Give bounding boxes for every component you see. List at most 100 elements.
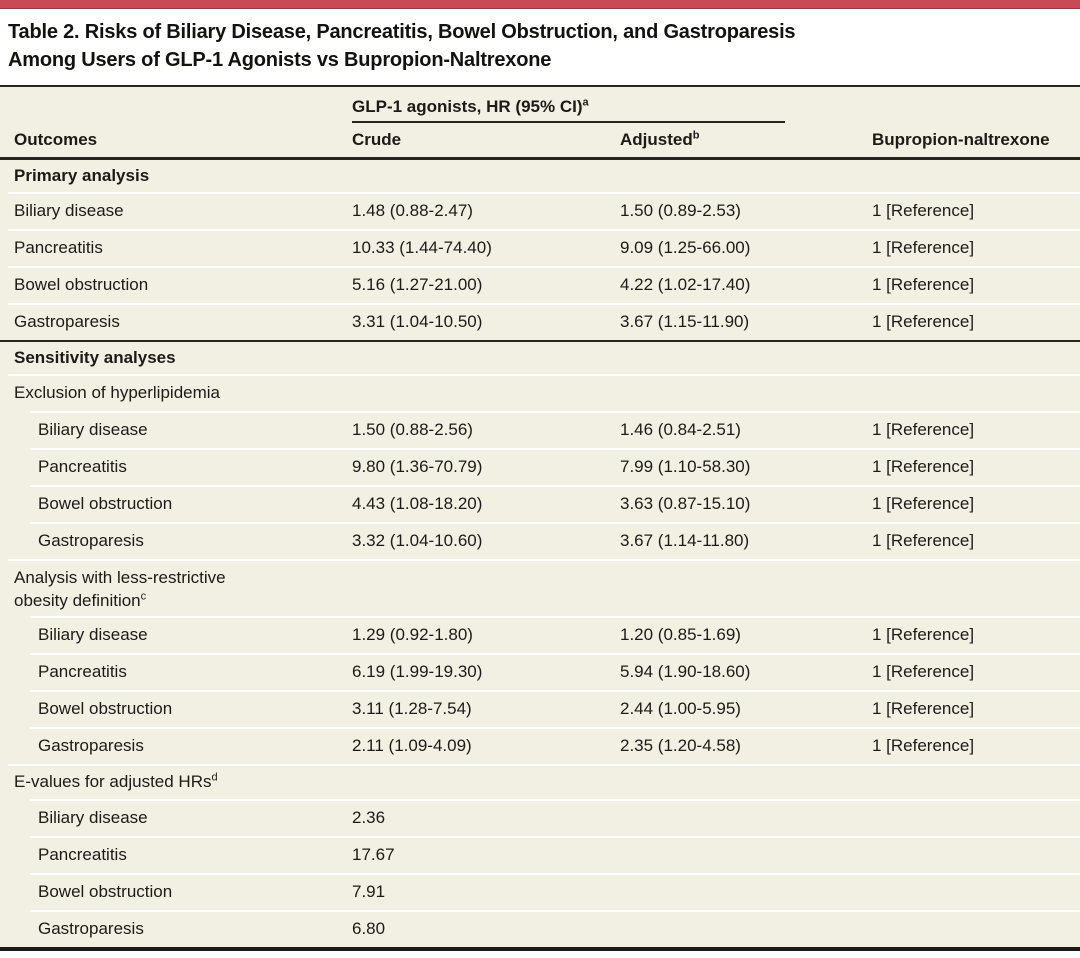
crude-column-header: Crude <box>352 130 402 149</box>
outcome-cell: Pancreatitis <box>38 456 127 476</box>
table-row: Pancreatitis 10.33 (1.44-74.40) 9.09 (1.… <box>0 229 1080 266</box>
subsection-title-line1: Analysis with less-restrictive <box>14 568 226 587</box>
crude-cell: 10.33 (1.44-74.40) <box>352 237 492 257</box>
adjusted-cell: 2.35 (1.20-4.58) <box>620 735 741 755</box>
table-row: Gastroparesis 3.31 (1.04-10.50) 3.67 (1.… <box>0 303 1080 340</box>
crude-cell: 1.29 (0.92-1.80) <box>352 624 473 644</box>
subsection-title-line2-wrap: obesity definitionc <box>14 589 346 612</box>
section-rule <box>0 340 1080 342</box>
table-row: Biliary disease 1.48 (0.88-2.47) 1.50 (0… <box>0 192 1080 229</box>
outcome-cell: Pancreatitis <box>38 844 127 864</box>
table-title-line2: Among Users of GLP-1 Agonists vs Bupropi… <box>8 49 552 71</box>
outcome-cell: Pancreatitis <box>14 237 103 257</box>
table-row: Pancreatitis 9.80 (1.36-70.79) 7.99 (1.1… <box>0 448 1080 485</box>
footnote-marker-b: b <box>692 129 700 142</box>
outcomes-column-header: Outcomes <box>14 130 98 149</box>
table-row: Bowel obstruction 5.16 (1.27-21.00) 4.22… <box>0 266 1080 303</box>
crude-cell: 1.50 (0.88-2.56) <box>352 419 473 439</box>
subsection-title-text: E-values for adjusted HRs <box>14 771 212 791</box>
reference-cell: 1 [Reference] <box>872 493 975 513</box>
results-table: GLP-1 agonists, HR (95% CI)a Outcomes Cr… <box>0 85 1080 947</box>
bupropion-column-header: Bupropion-naltrexone <box>872 130 1050 149</box>
reference-cell: 1 [Reference] <box>872 274 975 294</box>
adjusted-column-text: Adjusted <box>620 130 693 149</box>
outcome-cell: Bowel obstruction <box>38 698 173 718</box>
table-row: Gastroparesis 6.80 <box>0 910 1080 947</box>
adjusted-cell: 3.67 (1.15-11.90) <box>620 311 750 331</box>
outcome-cell: Biliary disease <box>38 807 148 827</box>
table-row: Bowel obstruction 3.11 (1.28-7.54) 2.44 … <box>0 690 1080 727</box>
header-rule <box>0 157 1080 160</box>
outcome-cell: Gastroparesis <box>38 918 144 938</box>
crude-cell: 2.11 (1.09-4.09) <box>352 735 472 755</box>
adjusted-cell: 5.94 (1.90-18.60) <box>620 661 751 681</box>
subsection-title: Exclusion of hyperlipidemia <box>14 382 220 402</box>
reference-cell: 1 [Reference] <box>872 661 975 681</box>
table-row: Gastroparesis 3.32 (1.04-10.60) 3.67 (1.… <box>0 522 1080 559</box>
crude-cell: 3.32 (1.04-10.60) <box>352 530 483 550</box>
outcome-cell: Bowel obstruction <box>38 881 173 901</box>
table-row: Bowel obstruction 4.43 (1.08-18.20) 3.63… <box>0 485 1080 522</box>
section-title: Primary analysis <box>14 166 150 185</box>
outcome-cell: Biliary disease <box>38 624 148 644</box>
reference-cell: 1 [Reference] <box>872 530 975 550</box>
crude-cell: 6.19 (1.99-19.30) <box>352 661 483 681</box>
reference-cell: 1 [Reference] <box>872 624 975 644</box>
section-header-primary: Primary analysis <box>0 160 1080 192</box>
table-bottom-rule <box>0 947 1080 951</box>
spanner-header-row: GLP-1 agonists, HR (95% CI)a <box>0 87 1080 123</box>
adjusted-cell: 3.63 (0.87-15.10) <box>620 493 751 513</box>
crude-cell: 17.67 <box>352 844 395 864</box>
crude-cell: 9.80 (1.36-70.79) <box>352 456 483 476</box>
outcome-cell: Pancreatitis <box>38 661 127 681</box>
table-row: Biliary disease 1.50 (0.88-2.56) 1.46 (0… <box>0 411 1080 448</box>
crude-cell: 1.48 (0.88-2.47) <box>352 200 473 220</box>
table-title-line1: Table 2. Risks of Biliary Disease, Pancr… <box>8 21 796 43</box>
section-header-sensitivity: Sensitivity analyses <box>0 342 1080 374</box>
subsection-title: E-values for adjusted HRsd <box>0 770 352 792</box>
table-row: Bowel obstruction 7.91 <box>0 873 1080 910</box>
table-title: Table 2. Risks of Biliary Disease, Pancr… <box>0 9 1080 85</box>
glp1-column-group-text: GLP-1 agonists, HR (95% CI) <box>352 97 583 116</box>
accent-bar <box>0 0 1080 9</box>
column-header-row: Outcomes Crude Adjustedb Bupropion-naltr… <box>0 123 1080 157</box>
footnote-marker-d: d <box>211 770 218 783</box>
outcome-cell: Gastroparesis <box>14 311 120 331</box>
adjusted-cell: 1.20 (0.85-1.69) <box>620 624 741 644</box>
glp1-column-group-header: GLP-1 agonists, HR (95% CI)a <box>352 97 1080 123</box>
table-row: Biliary disease 1.29 (0.92-1.80) 1.20 (0… <box>0 616 1080 653</box>
crude-cell: 6.80 <box>352 918 386 938</box>
table-row: Pancreatitis 17.67 <box>0 836 1080 873</box>
adjusted-cell: 1.46 (0.84-2.51) <box>620 419 741 439</box>
reference-cell: 1 [Reference] <box>872 237 975 257</box>
adjusted-cell: 4.22 (1.02-17.40) <box>620 274 751 294</box>
table-row: Biliary disease 2.36 <box>0 799 1080 836</box>
adjusted-cell: 1.50 (0.89-2.53) <box>620 200 741 220</box>
outcome-cell: Gastroparesis <box>38 530 144 550</box>
reference-cell: 1 [Reference] <box>872 456 975 476</box>
footnote-marker-a: a <box>582 96 589 109</box>
outcome-cell: Biliary disease <box>14 200 124 220</box>
subsection-title-line2: obesity definition <box>14 591 141 610</box>
subsection-header-hyperlipidemia: Exclusion of hyperlipidemia <box>0 374 1080 411</box>
crude-cell: 3.31 (1.04-10.50) <box>352 311 483 331</box>
section-title: Sensitivity analyses <box>14 348 176 367</box>
crude-cell: 7.91 <box>352 881 386 901</box>
crude-cell: 3.11 (1.28-7.54) <box>352 698 472 718</box>
adjusted-cell: 9.09 (1.25-66.00) <box>620 237 751 257</box>
crude-cell: 5.16 (1.27-21.00) <box>352 274 483 294</box>
adjusted-cell: 2.44 (1.00-5.95) <box>620 698 741 718</box>
outcome-cell: Bowel obstruction <box>14 274 149 294</box>
reference-cell: 1 [Reference] <box>872 311 975 331</box>
table-row: Pancreatitis 6.19 (1.99-19.30) 5.94 (1.9… <box>0 653 1080 690</box>
table-row: Gastroparesis 2.11 (1.09-4.09) 2.35 (1.2… <box>0 727 1080 764</box>
footnote-marker-c: c <box>140 590 147 603</box>
outcome-cell: Bowel obstruction <box>38 493 173 513</box>
reference-cell: 1 [Reference] <box>872 735 975 755</box>
outcome-cell: Gastroparesis <box>38 735 144 755</box>
adjusted-cell: 7.99 (1.10-58.30) <box>620 456 751 476</box>
adjusted-column-header: Adjustedb <box>620 130 872 150</box>
crude-cell: 2.36 <box>352 807 386 827</box>
subsection-header-evalues: E-values for adjusted HRsd <box>0 764 1080 799</box>
